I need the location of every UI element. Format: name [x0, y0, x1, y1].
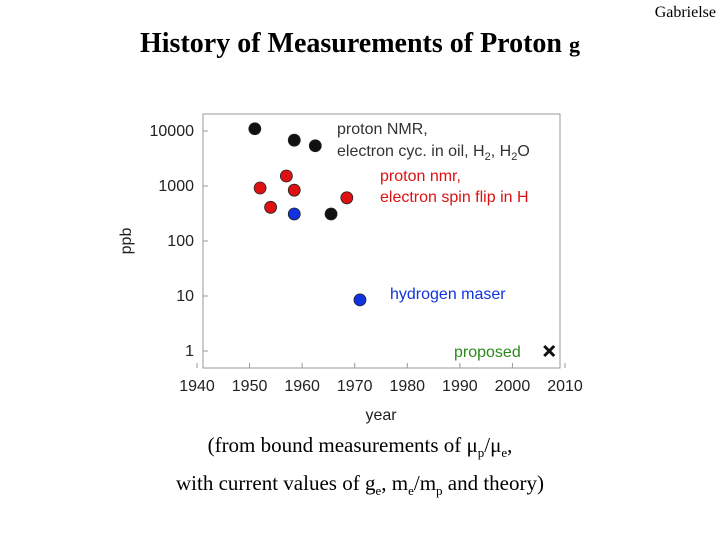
axis-ticks: 1940 1950 1960 1970 1980 1990 2000 2010 1 10 100 10…: [150, 123, 583, 395]
title-symbol: g: [569, 32, 580, 57]
data-point: [248, 122, 262, 136]
caption-line-1: (from bound measurements of μp/μe,: [207, 433, 513, 461]
annotation-electron-spin-flip: electron spin flip in H: [380, 189, 529, 206]
x-marker-stroke: [543, 344, 556, 358]
author-label: Gabrielse: [654, 4, 716, 21]
x-tick-label: 1980: [389, 378, 425, 395]
proposed-marker: [543, 344, 556, 358]
data-point: [308, 139, 322, 153]
annotation-proton-nmr: proton NMR,: [337, 121, 428, 138]
x-tick-label: 2000: [495, 378, 531, 395]
y-tick-label: 1000: [158, 178, 194, 195]
page-title: History of Measurements of Proton g: [0, 28, 720, 60]
x-tick-label: 1960: [284, 378, 320, 395]
data-point: [353, 293, 367, 307]
data-point: [287, 133, 301, 147]
y-tick-label: 1: [185, 343, 194, 360]
data-point: [287, 207, 301, 221]
y-tick-label: 10: [176, 288, 194, 305]
data-point: [264, 200, 278, 214]
caption-line-2: with current values of ge, me/mp and the…: [176, 471, 544, 499]
data-point: [253, 181, 267, 195]
data-point: [287, 183, 301, 197]
x-tick-label: 2010: [547, 378, 583, 395]
title-text: History of Measurements of Proton: [140, 28, 562, 59]
x-tick-label: 1950: [232, 378, 268, 395]
y-axis-label: ppb: [118, 228, 135, 255]
x-axis-label: year: [365, 407, 397, 424]
x-tick-label: 1940: [179, 378, 215, 395]
y-tick-label: 100: [167, 233, 194, 250]
data-point: [324, 207, 338, 221]
annotation-proposed: proposed: [454, 344, 521, 361]
data-points: [248, 122, 556, 358]
annotation-electron-cyc: electron cyc. in oil, H2, H2O: [337, 143, 530, 163]
data-point: [279, 169, 293, 183]
y-tick-label: 10000: [150, 123, 195, 140]
data-point: [340, 191, 354, 205]
annotation-hydrogen-maser: hydrogen maser: [390, 286, 506, 303]
annotations: proton NMR, electron cyc. in oil, H2, H2…: [337, 121, 530, 361]
x-tick-label: 1970: [337, 378, 373, 395]
x-tick-label: 1990: [442, 378, 478, 395]
annotation-proton-nmr-spin: proton nmr,: [380, 168, 461, 185]
caption: (from bound measurements of μp/μe, with …: [100, 430, 620, 506]
